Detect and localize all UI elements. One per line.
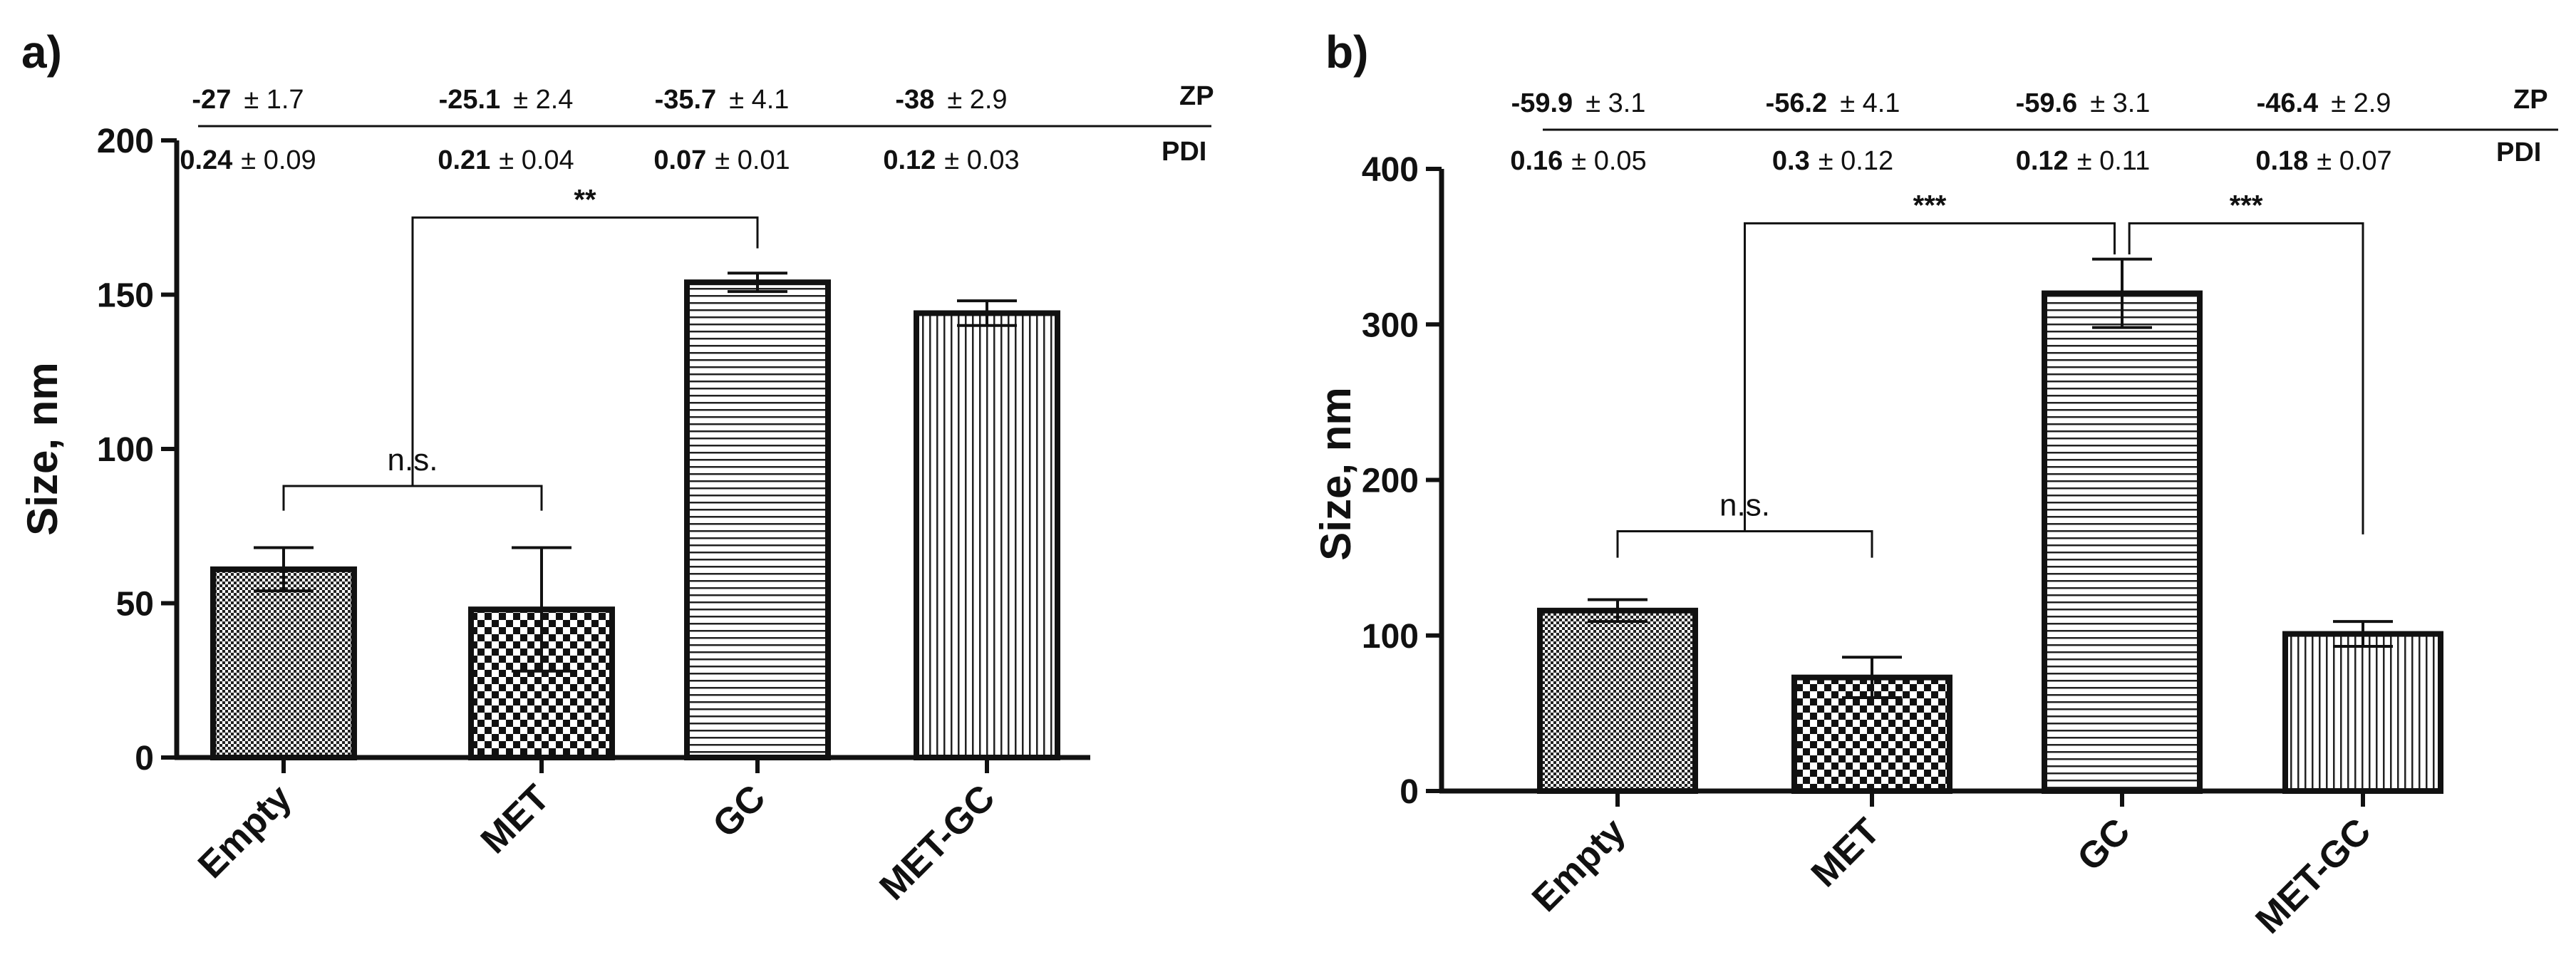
category-label: MET-GC xyxy=(2247,810,2379,941)
pdi-row-label: PDI xyxy=(2496,138,2541,167)
bar-gc xyxy=(2042,290,2203,795)
zp-row-label: ZP xyxy=(2513,85,2548,115)
panel-label: a) xyxy=(21,26,62,78)
significance-bracket xyxy=(1744,222,2116,532)
pdi-sd: ± 0.04 xyxy=(499,145,574,175)
zp-sd: ± 3.1 xyxy=(2090,88,2150,118)
y-tick-label: 200 xyxy=(1362,462,1419,500)
significance-bracket xyxy=(411,216,759,486)
zp-value-2: -35.7 ± 4.1 xyxy=(655,85,790,115)
y-tick-label: 400 xyxy=(1362,151,1419,189)
pdi-value-0: 0.16 ± 0.05 xyxy=(1510,146,1646,176)
zp-value-0: -27 ± 1.7 xyxy=(192,85,304,115)
pdi-mean: 0.16 xyxy=(1510,146,1563,176)
pdi-mean: 0.24 xyxy=(180,145,232,175)
pdi-mean: 0.3 xyxy=(1772,146,1810,176)
zp-mean: -46.4 xyxy=(2257,88,2319,118)
chart-panel-b: b) -59.9 ± 3.1 -56.2 ± 4.1 -59.6 ± 3.1 -46.4 ± 2… xyxy=(1312,26,2558,941)
pdi-value-2: 0.12 ± 0.11 xyxy=(2016,146,2151,176)
category-label: MET xyxy=(1804,810,1888,895)
significance-bracket xyxy=(1616,530,1873,558)
zp-mean: -56.2 xyxy=(1766,88,1828,118)
significance-label: ** xyxy=(574,184,596,215)
category-label: MET-GC xyxy=(871,777,1003,908)
category-label: MET xyxy=(473,777,558,862)
zp-mean: -59.9 xyxy=(1511,88,1573,118)
category-label: Empty xyxy=(1524,810,1633,919)
zp-value-1: -56.2 ± 4.1 xyxy=(1766,88,1900,118)
pdi-sd: ± 0.09 xyxy=(241,145,316,175)
zp-sd: ± 1.7 xyxy=(244,85,304,115)
y-tick-label: 50 xyxy=(116,586,154,624)
pdi-value-1: 0.3 ± 0.12 xyxy=(1772,146,1893,176)
zp-value-2: -59.6 ± 3.1 xyxy=(2016,88,2151,118)
zp-sd: ± 3.1 xyxy=(1586,88,1645,118)
y-tick-label: 0 xyxy=(135,740,154,777)
zp-sd: ± 2.9 xyxy=(2331,88,2391,118)
y-tick-label: 0 xyxy=(1400,773,1419,811)
bar-empty xyxy=(1537,607,1698,795)
zp-mean: -35.7 xyxy=(655,85,717,115)
significance-label: *** xyxy=(2230,190,2263,221)
pdi-value-1: 0.21 ± 0.04 xyxy=(438,145,574,175)
panel-label: b) xyxy=(1325,26,1368,78)
significance-bracket xyxy=(2128,222,2364,534)
pdi-sd: ± 0.01 xyxy=(715,145,790,175)
zp-mean: -38 xyxy=(895,85,934,115)
pdi-value-3: 0.12 ± 0.03 xyxy=(883,145,1019,175)
pdi-value-3: 0.18 ± 0.07 xyxy=(2255,146,2391,176)
pdi-sd: ± 0.05 xyxy=(1571,146,1646,176)
pdi-mean: 0.07 xyxy=(653,145,706,175)
bar-met-gc xyxy=(914,310,1060,761)
category-label: GC xyxy=(2069,810,2138,879)
significance-bracket xyxy=(282,485,543,511)
y-tick-label: 100 xyxy=(97,431,154,469)
pdi-sd: ± 0.03 xyxy=(944,145,1019,175)
y-tick-label: 100 xyxy=(1362,618,1419,656)
zp-mean: -59.6 xyxy=(2016,88,2078,118)
y-tick-label: 200 xyxy=(97,123,154,160)
pdi-mean: 0.21 xyxy=(438,145,490,175)
pdi-value-0: 0.24 ± 0.09 xyxy=(180,145,316,175)
y-axis-label: Size, nm xyxy=(19,362,66,535)
zp-value-0: -59.9 ± 3.1 xyxy=(1511,88,1646,118)
zp-sd: ± 4.1 xyxy=(729,85,789,115)
zp-sd: ± 2.9 xyxy=(947,85,1007,115)
zp-value-3: -38 ± 2.9 xyxy=(895,85,1007,115)
bar-met-gc xyxy=(2282,631,2443,794)
significance-label: *** xyxy=(1913,190,1947,221)
category-label: GC xyxy=(705,777,773,845)
pdi-sd: ± 0.07 xyxy=(2317,146,2391,176)
pdi-mean: 0.12 xyxy=(883,145,936,175)
zp-value-1: -25.1 ± 2.4 xyxy=(439,85,574,115)
zp-sd: ± 2.4 xyxy=(513,85,573,115)
zp-sd: ± 4.1 xyxy=(1840,88,1900,118)
category-label: Empty xyxy=(190,777,299,886)
zp-row-label: ZP xyxy=(1179,81,1214,111)
zp-value-3: -46.4 ± 2.9 xyxy=(2257,88,2391,118)
y-axis-label: Size, nm xyxy=(1312,387,1360,560)
pdi-mean: 0.18 xyxy=(2255,146,2308,176)
pdi-value-2: 0.07 ± 0.01 xyxy=(653,145,790,175)
bar-gc xyxy=(684,279,831,760)
zp-mean: -27 xyxy=(192,85,231,115)
pdi-row-label: PDI xyxy=(1162,137,1206,167)
y-tick-label: 300 xyxy=(1362,306,1419,344)
pdi-mean: 0.12 xyxy=(2016,146,2069,176)
bar-empty xyxy=(210,566,357,760)
pdi-sd: ± 0.12 xyxy=(1819,146,1893,176)
pdi-sd: ± 0.11 xyxy=(2077,146,2151,176)
y-tick-label: 150 xyxy=(97,277,154,315)
zp-mean: -25.1 xyxy=(439,85,501,115)
chart-panel-a: a) -27 ± 1.7 -25.1 ± 2.4 -35.7 ± 4.1 -38 ± 2.9 0.… xyxy=(19,26,1214,908)
